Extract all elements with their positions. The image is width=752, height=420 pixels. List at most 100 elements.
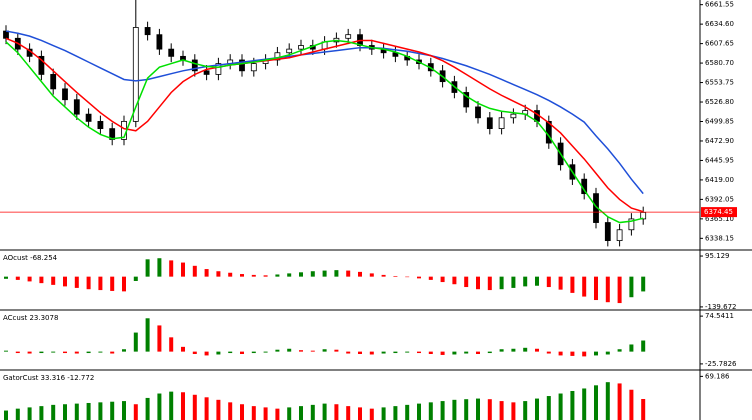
histogram-bar xyxy=(405,351,410,353)
y-tick-label: 95.129 xyxy=(705,252,730,260)
candle-body xyxy=(298,45,304,50)
histogram-bar xyxy=(98,402,103,420)
candle-body xyxy=(475,106,481,119)
histogram-bar xyxy=(39,406,44,420)
histogram-bar xyxy=(275,349,280,352)
histogram-bar xyxy=(499,276,504,290)
histogram-bar xyxy=(74,351,79,354)
histogram-bar xyxy=(570,390,575,420)
histogram-bar xyxy=(204,269,209,277)
panel-title: AOcust -68.254 xyxy=(3,254,58,262)
histogram-bar xyxy=(369,273,374,277)
histogram-bar xyxy=(405,276,410,278)
histogram-bar xyxy=(310,271,315,277)
histogram-bar xyxy=(369,408,374,420)
histogram-bar xyxy=(605,382,610,420)
histogram-bar xyxy=(617,383,622,420)
panel-title: GatorCust 33.316 -12.772 xyxy=(3,374,94,382)
candle-body xyxy=(144,27,151,36)
histogram-bar xyxy=(417,276,421,279)
y-tick-label: 6499.85 xyxy=(705,117,734,125)
moving-average-line xyxy=(5,37,644,213)
candle-body xyxy=(486,117,493,130)
candle-body xyxy=(156,34,163,50)
histogram-bar xyxy=(452,351,457,355)
histogram-bar xyxy=(63,404,67,420)
histogram-bar xyxy=(240,404,244,420)
histogram-bar xyxy=(381,274,386,277)
histogram-bar xyxy=(617,276,622,304)
histogram-bar xyxy=(181,346,185,352)
histogram-bar xyxy=(251,406,256,420)
histogram-bar xyxy=(358,407,362,420)
candle-body xyxy=(132,27,139,122)
histogram-bar xyxy=(228,272,233,277)
histogram-bar xyxy=(440,351,445,355)
moving-average-line xyxy=(5,30,644,195)
candle-body xyxy=(463,92,470,108)
histogram-bar xyxy=(51,404,56,420)
histogram-bar xyxy=(110,351,115,354)
histogram-bar xyxy=(287,273,292,277)
histogram-bar xyxy=(629,344,634,352)
histogram-bar xyxy=(393,351,398,354)
histogram-bar xyxy=(240,274,244,277)
y-tick-label: -25.7826 xyxy=(705,360,737,368)
histogram-bar xyxy=(605,276,610,303)
histogram-bar xyxy=(169,337,174,352)
histogram-bar xyxy=(74,276,79,288)
histogram-bar xyxy=(157,393,162,420)
histogram-bar xyxy=(346,270,351,277)
histogram-bar xyxy=(440,276,445,283)
histogram-bar xyxy=(133,404,138,420)
histogram-bar xyxy=(570,276,575,293)
candle-body xyxy=(345,34,352,39)
candle-body xyxy=(628,218,635,231)
candle-body xyxy=(286,48,293,54)
histogram-bar xyxy=(63,276,67,287)
candle-body xyxy=(616,229,623,242)
price-label: 6374.45 xyxy=(704,208,733,216)
histogram-bar xyxy=(228,351,233,354)
histogram-bar xyxy=(334,404,339,420)
histogram-bar xyxy=(405,404,410,420)
histogram-bar xyxy=(39,276,44,284)
histogram-bar xyxy=(594,276,598,301)
histogram-bar xyxy=(263,407,268,420)
histogram-bar xyxy=(322,270,327,277)
histogram-bar xyxy=(145,397,150,420)
histogram-bar xyxy=(511,276,516,288)
histogram-bar xyxy=(216,399,221,420)
candle-body xyxy=(510,113,517,119)
histogram-bar xyxy=(440,401,445,420)
histogram-bar xyxy=(27,407,32,420)
candle-body xyxy=(62,88,68,101)
y-tick-label: 6661.55 xyxy=(705,1,734,9)
y-tick-label: -139.672 xyxy=(705,303,736,311)
histogram-bar xyxy=(133,276,138,281)
histogram-bar xyxy=(523,401,528,420)
histogram-bar xyxy=(145,259,150,277)
histogram-bar xyxy=(251,274,256,277)
histogram-bar xyxy=(452,399,457,420)
histogram-bar xyxy=(629,276,634,298)
histogram-bar xyxy=(617,349,622,352)
histogram-bar xyxy=(4,350,8,352)
histogram-bar xyxy=(86,402,91,420)
histogram-bar xyxy=(381,407,386,420)
histogram-bar xyxy=(499,401,504,420)
histogram-bar xyxy=(605,351,610,355)
histogram-bar xyxy=(428,276,433,280)
histogram-bar xyxy=(228,402,233,420)
histogram-bar xyxy=(310,404,315,420)
histogram-bar xyxy=(133,332,138,352)
histogram-bar xyxy=(51,351,56,353)
histogram-bar xyxy=(464,276,469,288)
moving-average-line xyxy=(5,39,644,224)
y-tick-label: 6607.65 xyxy=(705,40,734,48)
histogram-bar xyxy=(251,351,256,354)
y-tick-label: 6419.00 xyxy=(705,176,734,184)
histogram-bar xyxy=(263,275,268,277)
histogram-bar xyxy=(74,403,79,420)
